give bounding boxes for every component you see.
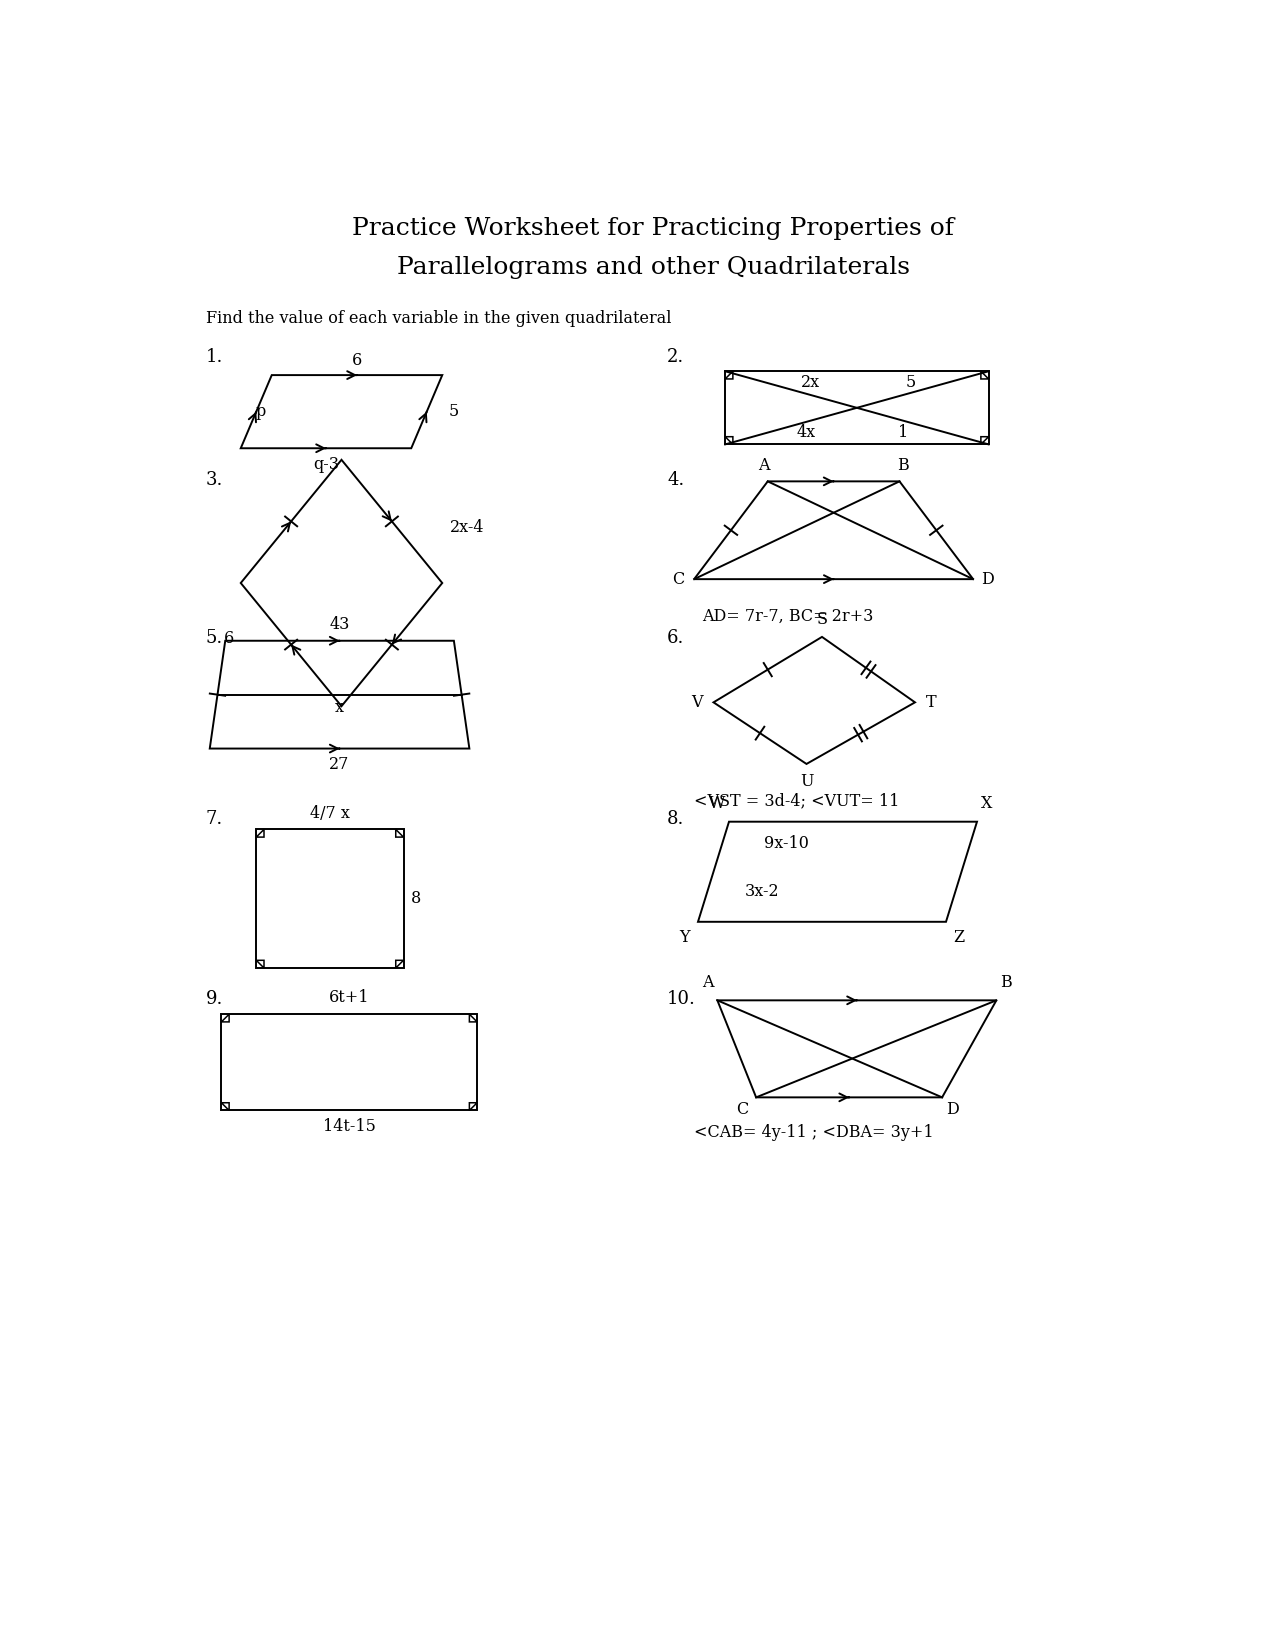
Text: 4x: 4x [797, 424, 816, 441]
Text: q-3: q-3 [312, 455, 339, 474]
Text: 2.: 2. [667, 348, 685, 366]
Text: 14t-15: 14t-15 [323, 1119, 376, 1135]
Text: D: D [946, 1101, 959, 1119]
Text: Z: Z [954, 929, 965, 947]
Text: B: B [1001, 974, 1012, 992]
Text: V: V [691, 695, 703, 711]
Text: x: x [335, 700, 344, 716]
Text: 10.: 10. [667, 990, 696, 1008]
Text: Y: Y [680, 929, 690, 947]
Text: 4/7 x: 4/7 x [310, 805, 349, 822]
Text: 3.: 3. [205, 472, 223, 490]
Text: T: T [926, 695, 936, 711]
Text: Parallelograms and other Quadrilaterals: Parallelograms and other Quadrilaterals [397, 256, 910, 279]
Text: AD= 7r-7, BC= 2r+3: AD= 7r-7, BC= 2r+3 [701, 607, 873, 625]
Text: 2x-4: 2x-4 [450, 520, 484, 536]
Text: 7.: 7. [205, 810, 223, 828]
Text: 6.: 6. [667, 629, 685, 647]
Text: 8.: 8. [667, 810, 685, 828]
Text: Find the value of each variable in the given quadrilateral: Find the value of each variable in the g… [205, 310, 672, 327]
Text: 5: 5 [449, 403, 459, 421]
Text: <CAB= 4y-11 ; <DBA= 3y+1: <CAB= 4y-11 ; <DBA= 3y+1 [694, 1124, 933, 1140]
Text: 5: 5 [907, 375, 917, 391]
Text: W: W [709, 795, 725, 812]
Text: p: p [255, 403, 265, 421]
Text: X: X [980, 795, 992, 812]
Text: Practice Worksheet for Practicing Properties of: Practice Worksheet for Practicing Proper… [352, 218, 955, 241]
Text: 5.: 5. [205, 629, 223, 647]
Text: 6: 6 [352, 351, 362, 370]
Text: 6t+1: 6t+1 [329, 990, 370, 1006]
Text: 43: 43 [329, 615, 349, 634]
Text: U: U [799, 774, 813, 790]
Text: A: A [703, 974, 714, 992]
Text: 6: 6 [224, 630, 235, 647]
Text: 3x-2: 3x-2 [745, 883, 779, 899]
Text: 1: 1 [899, 424, 909, 441]
Text: 9x-10: 9x-10 [764, 835, 808, 851]
Text: 4.: 4. [667, 472, 685, 490]
Text: B: B [898, 457, 909, 474]
Text: D: D [980, 571, 993, 587]
Text: A: A [759, 457, 770, 474]
Text: C: C [736, 1101, 748, 1119]
Text: <VST = 3d-4; <VUT= 11: <VST = 3d-4; <VUT= 11 [694, 792, 899, 810]
Text: 8: 8 [412, 891, 422, 908]
Text: 1.: 1. [205, 348, 223, 366]
Text: 2x: 2x [801, 375, 820, 391]
Text: 27: 27 [329, 756, 349, 774]
Text: C: C [673, 571, 685, 587]
Text: 9.: 9. [205, 990, 223, 1008]
Text: S: S [816, 610, 827, 627]
